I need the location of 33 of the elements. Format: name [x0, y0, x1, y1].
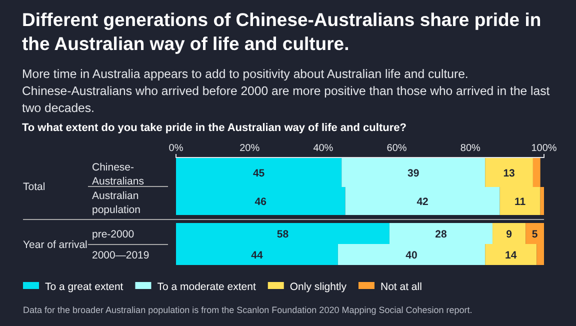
- data-label: 5: [532, 228, 538, 240]
- data-label: 58: [276, 228, 289, 240]
- data-label: 44: [251, 250, 263, 262]
- data-label: 45: [252, 168, 265, 180]
- x-tick-label: 40%: [313, 143, 334, 154]
- y-tick-label: 2000—2019: [92, 250, 150, 262]
- data-label: 9: [506, 228, 512, 240]
- data-label: 46: [254, 196, 267, 208]
- y-tick-label: Australian population: [92, 190, 141, 216]
- text: To what extent do you take pride in the Australian way of life and culture?: [22, 122, 407, 134]
- legend-label: Only slightly: [290, 281, 348, 293]
- data-label: 13: [503, 168, 516, 180]
- y-tick-label: Chinese-Australians: [92, 162, 144, 188]
- x-tick-label: 80%: [460, 143, 481, 154]
- text: Data for the broader Australian population is from the Scanlon Foundation 2020 Mapping Social Cohesion report.: [23, 305, 472, 315]
- text: Total: [23, 181, 46, 193]
- legend-label: Not at all: [380, 281, 422, 293]
- data-label: 11: [514, 196, 526, 208]
- data-label: 40: [406, 250, 418, 262]
- legend-label: To a moderate extent: [157, 281, 256, 293]
- text: Year of arrival: [23, 239, 88, 251]
- data-label: 42: [416, 196, 429, 208]
- chart-title: Different generations of Chinese-Australians share pride in the Australian way of life and culture.: [22, 9, 542, 54]
- y-tick-label: pre-2000: [92, 228, 134, 240]
- x-tick-label: 0%: [168, 143, 184, 154]
- x-tick-label: 100%: [531, 143, 557, 154]
- legend-label: To a great extent: [45, 281, 124, 293]
- chart-subtitle: More time in Australia appears to add to positivity about Australian life and culture. Chinese-Australians who arrived before 2000 are more positive than those who arrived in the last two decades.: [22, 67, 550, 115]
- x-tick-label: 60%: [386, 143, 407, 154]
- data-label: 39: [408, 168, 420, 180]
- data-label: 14: [505, 250, 517, 262]
- x-tick-label: 20%: [240, 143, 260, 154]
- data-label: 28: [435, 228, 447, 240]
